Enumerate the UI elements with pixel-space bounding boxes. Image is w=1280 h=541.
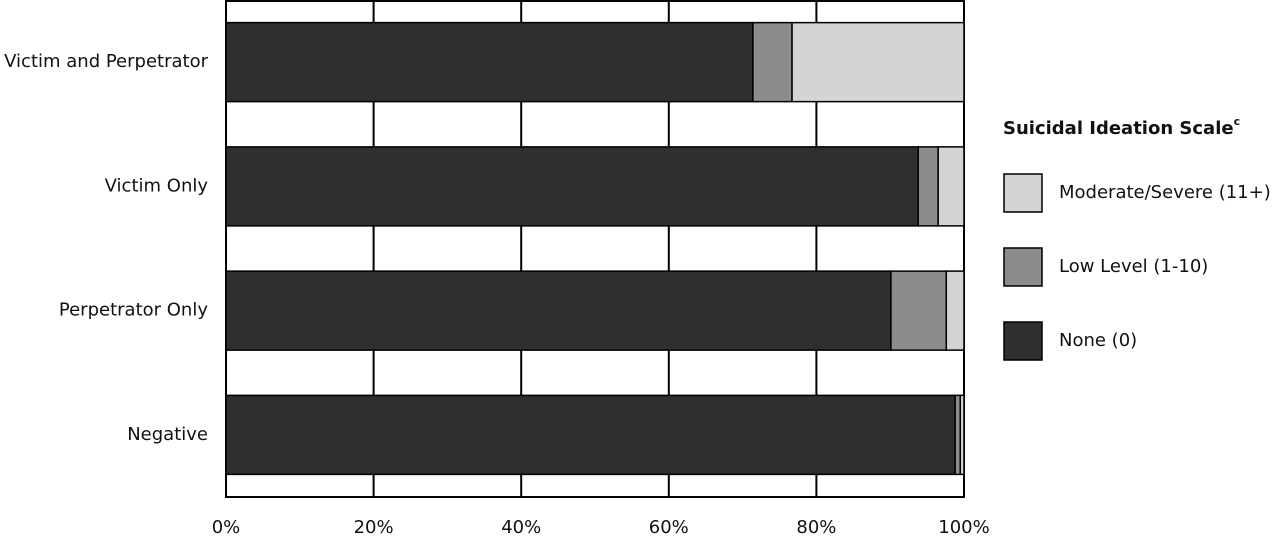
bar-segment (937, 146, 965, 227)
bar-segment (225, 270, 892, 351)
legend-title: Suicidal Ideation Scalec (1003, 115, 1240, 139)
bar-segment (954, 394, 962, 476)
bar-segment (225, 146, 919, 227)
legend-title-text: Suicidal Ideation Scale (1003, 118, 1234, 139)
bar-segment (225, 394, 956, 476)
legend-label: Moderate/Severe (11+) (1059, 182, 1271, 203)
bar-segment (791, 21, 965, 103)
legend-swatch (1003, 247, 1043, 287)
bar-segment (959, 394, 965, 476)
legend-label: None (0) (1059, 330, 1137, 351)
legend-swatch (1003, 173, 1043, 213)
y-tick-label: Victim Only (105, 175, 209, 196)
legend-title-sup: c (1234, 115, 1241, 128)
y-tick-label: Victim and Perpetrator (4, 51, 208, 72)
x-tick-label: 20% (354, 517, 394, 538)
bar-segment (890, 270, 948, 351)
x-tick-label: 0% (212, 517, 241, 538)
bar-segment (225, 21, 754, 103)
legend-label: Low Level (1-10) (1059, 256, 1208, 277)
y-tick-label: Negative (127, 424, 208, 445)
legend-swatch (1003, 321, 1043, 361)
x-tick-label: 80% (796, 517, 836, 538)
bar-segment (945, 270, 965, 351)
x-tick-label: 60% (649, 517, 689, 538)
x-tick-label: 100% (938, 517, 989, 538)
bar-segment (917, 146, 939, 227)
bar-segment (752, 21, 793, 103)
y-tick-label: Perpetrator Only (59, 300, 208, 321)
x-tick-label: 40% (501, 517, 541, 538)
